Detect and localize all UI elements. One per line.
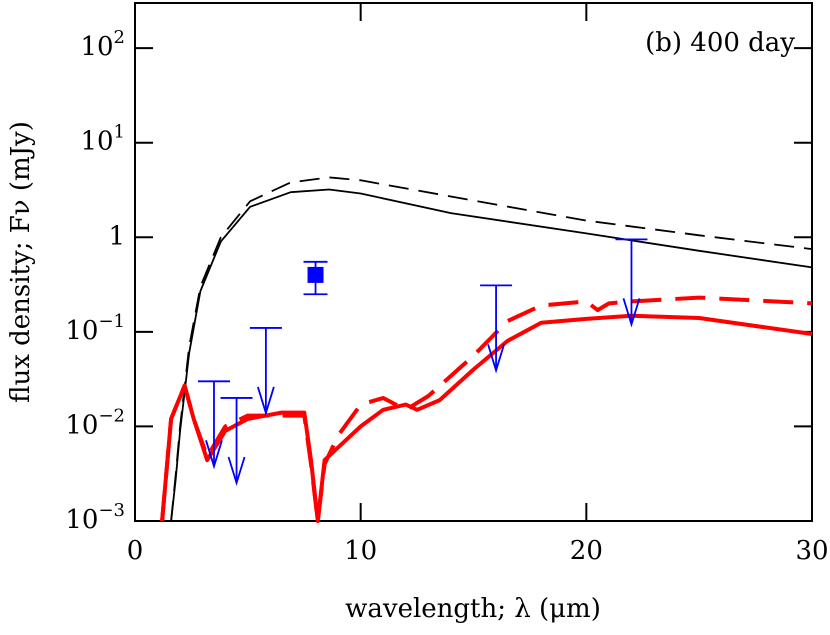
limit-arrowhead xyxy=(205,440,223,470)
upper-limit xyxy=(197,380,230,470)
limit-arrowhead xyxy=(227,456,246,487)
data-point xyxy=(307,266,324,283)
x-tick-label: 30 xyxy=(795,536,828,566)
y-tick-label: 10−2 xyxy=(65,405,125,440)
upper-limit xyxy=(615,238,648,328)
x-tick-label: 0 xyxy=(127,536,144,566)
x-axis-label: wavelength; λ (μm) xyxy=(345,594,601,624)
annotation: (b) 400 day xyxy=(645,28,795,58)
y-tick-label: 101 xyxy=(80,122,125,157)
tick-exponent: −2 xyxy=(98,405,125,426)
x-tick-label: 10 xyxy=(344,536,377,566)
line xyxy=(170,176,813,522)
plot-frame xyxy=(134,2,813,522)
limit-arrowhead xyxy=(487,344,505,374)
tick-base: 10 xyxy=(80,32,113,62)
y-tick-label: 10−1 xyxy=(65,311,125,346)
tick-base: 10 xyxy=(65,316,98,346)
limit-arrowhead xyxy=(257,386,275,416)
tick-exponent: 2 xyxy=(114,27,125,48)
limit-arrowhead xyxy=(622,298,641,328)
x-tick-label: 20 xyxy=(570,536,603,566)
upper-limit xyxy=(249,327,282,416)
y-tick-label: 10−3 xyxy=(65,500,125,535)
tick-exponent: 1 xyxy=(114,122,125,143)
upper-limit xyxy=(220,397,253,487)
tick-exponent: −3 xyxy=(98,500,125,521)
y-tick-label: 102 xyxy=(80,27,125,62)
upper-limit xyxy=(480,284,513,374)
y-axis-label: flux density; Fν (mJy) xyxy=(6,121,36,403)
tick-base: 10 xyxy=(80,127,113,157)
line xyxy=(160,295,813,523)
tick-base: 10 xyxy=(65,410,98,440)
line xyxy=(160,313,813,523)
tick-base: 10 xyxy=(65,505,98,535)
y-tick-label: 1 xyxy=(108,221,125,251)
tick-exponent: −1 xyxy=(98,311,125,332)
